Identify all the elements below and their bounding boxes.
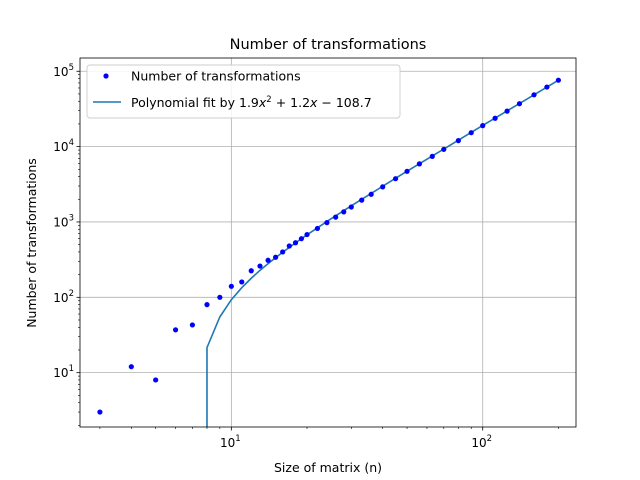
data-point: [555, 77, 561, 83]
data-point: [286, 243, 292, 249]
y-tick-label: 102: [53, 289, 74, 305]
data-point: [455, 138, 461, 144]
data-point: [516, 101, 523, 107]
grid-lines: [80, 58, 576, 427]
data-point: [368, 191, 374, 197]
data-point: [504, 108, 510, 114]
data-point: [531, 92, 537, 98]
plot-area: [97, 77, 561, 427]
data-point: [314, 225, 321, 232]
y-axis-label: Number of transformations: [24, 158, 39, 328]
data-point: [416, 161, 423, 167]
data-point: [128, 364, 134, 370]
data-point: [333, 214, 339, 220]
x-tick-label: 102: [471, 434, 492, 450]
data-point: [217, 294, 223, 300]
axes-frame: [79, 57, 577, 428]
tick-labels: 101 102 101 102 103 104 105: [53, 63, 492, 450]
y-tick-label: 103: [53, 213, 74, 229]
series-layer: [97, 77, 561, 427]
data-point: [480, 123, 486, 129]
data-point: [273, 254, 279, 260]
legend-label-fit: Polynomial fit by 1.9x2 + 1.2x − 108.7: [131, 95, 372, 110]
data-point: [304, 231, 310, 238]
data-point: [404, 168, 410, 174]
data-point: [228, 283, 234, 289]
data-point: [544, 84, 550, 90]
data-point: [153, 377, 159, 383]
data-point: [324, 220, 330, 226]
data-point: [280, 249, 286, 255]
data-point: [392, 176, 399, 182]
data-point: [380, 184, 386, 190]
legend: Number of transformations Polynomial fit …: [86, 64, 401, 119]
data-point: [248, 268, 254, 274]
legend-box: [86, 64, 401, 119]
data-point: [492, 115, 498, 121]
y-tick-label: 105: [53, 63, 74, 79]
data-point: [468, 130, 474, 136]
chart-title: Number of transformations: [230, 37, 427, 53]
data-point: [441, 146, 447, 152]
data-point: [292, 240, 299, 246]
data-point: [429, 153, 435, 159]
data-point: [204, 302, 210, 308]
y-tick-label: 101: [53, 364, 74, 380]
data-point: [298, 236, 305, 242]
x-axis-label: Size of matrix (n): [274, 460, 382, 475]
y-tick-label: 104: [53, 138, 74, 154]
data-point: [359, 197, 365, 203]
data-point: [189, 322, 196, 328]
data-point: [97, 409, 103, 415]
data-point: [257, 263, 263, 269]
data-point: [239, 279, 245, 285]
data-point: [348, 204, 354, 210]
data-point: [265, 257, 271, 263]
legend-marker-scatter: [103, 73, 109, 79]
data-point: [172, 327, 179, 333]
data-point: [341, 209, 347, 215]
legend-label-scatter: Number of transformations: [131, 69, 301, 84]
x-tick-label: 101: [220, 434, 241, 450]
